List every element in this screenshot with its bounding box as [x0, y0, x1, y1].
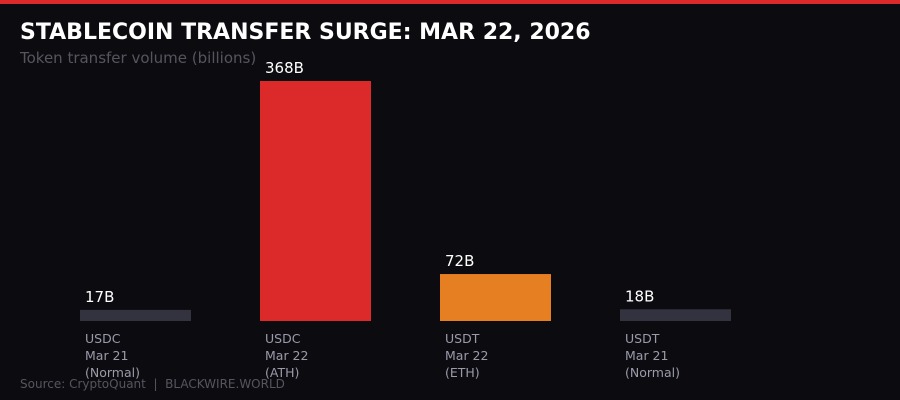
bar	[620, 309, 731, 321]
bar	[260, 81, 371, 321]
category-label: Mar 22	[265, 348, 308, 363]
category-label: Mar 21	[625, 348, 668, 363]
value-label: 368B	[265, 59, 304, 77]
category-label: (ATH)	[265, 365, 299, 380]
bar	[80, 309, 191, 321]
category-label: USDT	[445, 331, 480, 346]
category-label: (ETH)	[445, 365, 480, 380]
category-label: Mar 22	[445, 348, 488, 363]
source: Source: CryptoQuant | BLACKWIRE.WORLD	[20, 377, 285, 391]
category-label: (Normal)	[85, 365, 140, 380]
top-stripe	[0, 0, 900, 4]
chart-subtitle: Token transfer volume (billions)	[19, 49, 256, 67]
category-label: Mar 21	[85, 348, 128, 363]
category-label: USDC	[265, 331, 301, 346]
chart-title: STABLECOIN TRANSFER SURGE: MAR 22, 2026	[20, 20, 591, 45]
category-label: USDC	[85, 331, 121, 346]
value-label: 72B	[445, 252, 474, 270]
value-label: 18B	[625, 287, 654, 305]
category-label: USDT	[625, 331, 660, 346]
value-label: 17B	[85, 288, 114, 306]
bar	[440, 274, 551, 321]
category-label: (Normal)	[625, 365, 680, 380]
